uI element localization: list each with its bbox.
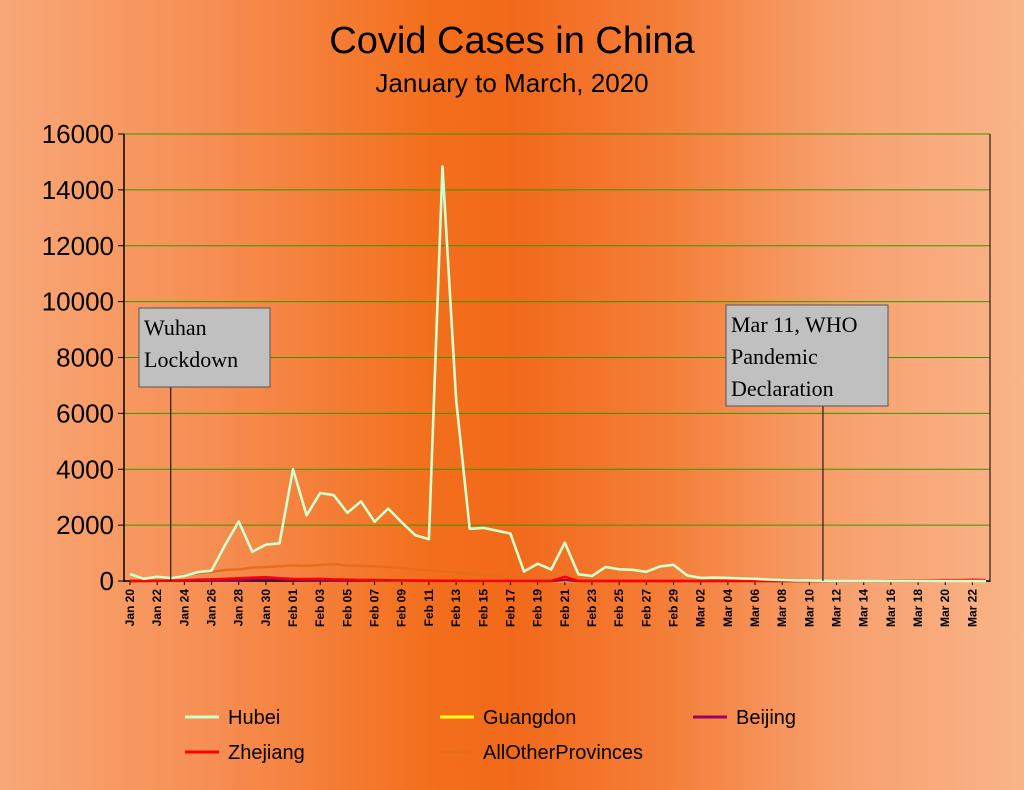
x-tick-label: Mar 22 — [965, 589, 979, 627]
chart-subtitle: January to March, 2020 — [375, 68, 648, 98]
x-tick-label: Mar 06 — [748, 589, 762, 627]
x-tick-label: Feb 27 — [639, 589, 653, 627]
series-lines — [129, 165, 987, 583]
x-tick-label: Jan 24 — [177, 589, 191, 627]
x-tick-label: Mar 14 — [857, 589, 871, 627]
x-tick-label: Feb 09 — [395, 589, 409, 627]
y-tick-label: 10000 — [42, 287, 114, 317]
x-tick-label: Feb 05 — [340, 589, 354, 627]
y-tick-label: 6000 — [56, 398, 114, 428]
x-tick-label: Mar 04 — [721, 589, 735, 627]
x-tick-label: Feb 11 — [422, 589, 436, 627]
y-tick-label: 0 — [100, 566, 114, 596]
annotation-box — [725, 304, 889, 407]
y-tick-label: 8000 — [56, 343, 114, 373]
x-tick-label: Feb 03 — [313, 589, 327, 627]
x-axis-ticks: Jan 20 Jan 22 Jan 24 Jan 26 Jan 28 Jan 30 Feb … — [123, 581, 979, 627]
y-tick-label: 14000 — [42, 175, 114, 205]
x-tick-label: Feb 19 — [531, 589, 545, 627]
x-tick-label: Mar 18 — [911, 589, 925, 627]
legend-label-hubei: Hubei — [228, 707, 280, 729]
y-tick-label: 4000 — [56, 454, 114, 484]
annotation-box — [138, 307, 271, 388]
x-tick-label: Mar 08 — [775, 589, 789, 627]
legend-label-zhejiang: Zhejiang — [228, 742, 305, 764]
annotation-label: Lockdown — [144, 347, 238, 372]
x-tick-label: Mar 02 — [694, 589, 708, 627]
annotation-label: Declaration — [731, 376, 834, 401]
x-tick-label: Feb 07 — [368, 589, 382, 627]
legend-label-beijing: Beijing — [736, 707, 796, 729]
annotations: Wuhan Lockdown Mar 11, WHO Pandemic Declarat… — [138, 304, 889, 581]
chart-title: Covid Cases in China — [329, 20, 695, 62]
annotation-label: Wuhan — [144, 315, 207, 340]
x-tick-label: Feb 13 — [449, 589, 463, 627]
x-tick-label: Mar 12 — [830, 589, 844, 627]
y-tick-label: 16000 — [42, 119, 114, 149]
x-tick-label: Feb 21 — [558, 589, 572, 627]
x-tick-label: Jan 22 — [150, 589, 164, 627]
x-tick-label: Mar 10 — [802, 589, 816, 627]
legend-label-allotherprovinces: AllOtherProvinces — [483, 742, 643, 764]
y-tick-label: 2000 — [56, 510, 114, 540]
x-tick-label: Jan 28 — [232, 589, 246, 627]
annotation-label: Pandemic — [731, 344, 818, 369]
x-tick-label: Feb 17 — [503, 589, 517, 627]
x-tick-label: Mar 16 — [884, 589, 898, 627]
x-tick-label: Jan 20 — [123, 589, 137, 627]
x-tick-label: Jan 30 — [259, 589, 273, 627]
x-tick-label: Feb 01 — [286, 589, 300, 627]
legend: Hubei Guangdon Beijing Zhejiang AllOtherProv… — [185, 707, 796, 764]
x-tick-label: Feb 15 — [476, 589, 490, 627]
series-line-hubei — [129, 165, 986, 583]
x-tick-label: Feb 25 — [612, 589, 626, 627]
x-tick-label: Jan 26 — [205, 589, 219, 627]
y-tick-label: 12000 — [42, 231, 114, 261]
annotation-label: Mar 11, WHO — [731, 312, 857, 337]
x-tick-label: Feb 29 — [666, 589, 680, 627]
legend-label-guangdon: Guangdon — [483, 707, 576, 729]
y-axis-ticks: 0 2000 4000 6000 8000 10000 12000 14000 16000 — [42, 119, 124, 596]
x-tick-label: Mar 20 — [938, 589, 952, 627]
x-tick-label: Feb 23 — [585, 589, 599, 627]
